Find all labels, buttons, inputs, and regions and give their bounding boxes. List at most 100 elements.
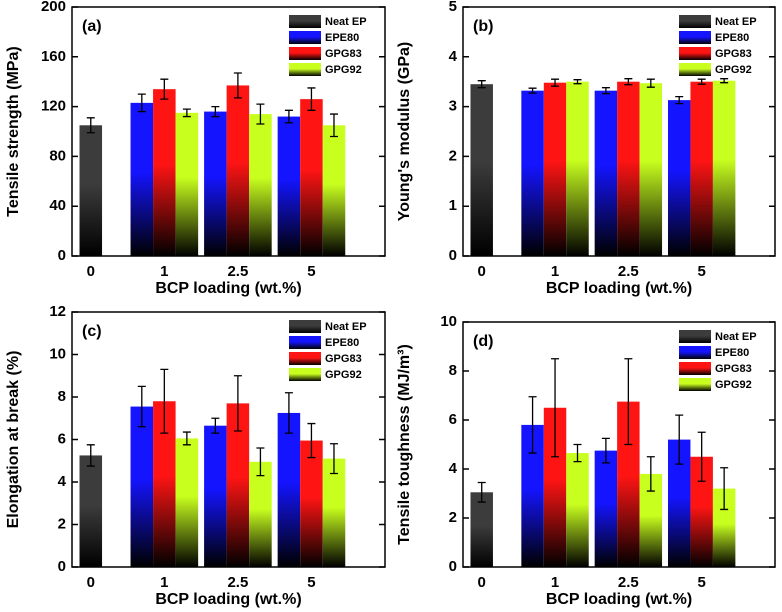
panel-label: (a)	[82, 18, 102, 35]
bar	[204, 425, 227, 567]
y-tick-label: 2	[58, 515, 66, 532]
error-bar	[675, 95, 684, 105]
legend-swatch	[679, 63, 711, 76]
bar	[79, 455, 103, 567]
x-tick-label: 0	[478, 574, 486, 591]
x-tick-label: 1	[551, 263, 559, 280]
y-tick-label: 80	[49, 147, 66, 164]
panel-label: (d)	[473, 333, 493, 350]
legend-label: GPG92	[715, 64, 752, 76]
x-tick-label: 0	[87, 263, 95, 280]
legend-label: GPG83	[715, 363, 752, 375]
bar	[543, 407, 567, 567]
error-bar	[624, 78, 633, 86]
x-axis-label: BCP loading (wt.%)	[546, 280, 692, 297]
bar	[249, 114, 272, 256]
y-tick-label: 40	[49, 197, 66, 214]
y-axis-label: Elongation at break (%)	[5, 351, 22, 529]
y-tick-label: 0	[58, 558, 66, 575]
plot-frame	[462, 6, 776, 257]
bar	[712, 488, 736, 567]
y-tick-label: 1	[449, 197, 457, 214]
error-bar	[573, 79, 582, 85]
x-tick-label: 1	[551, 574, 559, 591]
bar	[617, 401, 640, 567]
y-tick-label: 120	[41, 98, 66, 115]
error-bar	[551, 358, 560, 458]
y-tick-label: 4	[449, 48, 458, 65]
error-bar	[528, 87, 537, 94]
legend-label: EPE80	[325, 337, 359, 349]
x-tick-label: 5	[307, 263, 315, 280]
error-bar	[182, 108, 191, 118]
error-bar	[528, 396, 537, 454]
legend-swatch	[679, 31, 711, 44]
bar	[566, 453, 589, 567]
x-tick-label: 2.5	[227, 574, 248, 591]
bar	[300, 99, 323, 256]
legend-swatch	[289, 63, 321, 76]
legend-swatch	[679, 346, 711, 359]
bar	[690, 81, 713, 256]
bar	[153, 89, 176, 256]
error-bar	[675, 414, 684, 465]
legend-swatch	[289, 320, 321, 333]
y-axis-label: Tensile toughness (MJ/m³)	[396, 344, 413, 545]
error-bar	[329, 113, 338, 138]
legend-swatch	[679, 378, 711, 391]
y-tick-label: 0	[449, 247, 457, 264]
x-tick-label: 2.5	[618, 263, 639, 280]
y-tick-label: 3	[449, 98, 457, 115]
legend-label: EPE80	[715, 347, 749, 359]
y-tick-label: 4	[449, 460, 458, 477]
y-tick-label: 6	[449, 411, 457, 428]
error-bar	[697, 431, 706, 482]
bar	[617, 81, 640, 256]
legend-label: GPG92	[715, 379, 752, 391]
plot-frame	[462, 321, 776, 568]
legend-swatch	[289, 336, 321, 349]
y-tick-label: 4	[58, 473, 67, 490]
y-tick-label: 8	[58, 388, 66, 405]
bar	[639, 83, 663, 256]
bar	[639, 473, 663, 567]
legend-label: GPG83	[325, 353, 362, 365]
legend-label: Neat EP	[325, 16, 367, 28]
legend-swatch	[679, 47, 711, 60]
legend-swatch	[679, 15, 711, 28]
y-tick-label: 12	[49, 303, 66, 320]
x-tick-label: 5	[698, 263, 706, 280]
y-axis-label: Young's modulus (GPa)	[396, 42, 413, 222]
x-tick-label: 0	[478, 263, 486, 280]
legend-swatch	[289, 368, 321, 381]
y-tick-label: 200	[41, 0, 66, 15]
y-tick-label: 160	[41, 48, 66, 65]
legend-swatch	[679, 330, 711, 343]
error-bar	[137, 93, 146, 113]
error-bar	[646, 78, 655, 88]
bar	[712, 80, 736, 256]
x-tick-label: 5	[698, 574, 706, 591]
x-axis-label: BCP loading (wt.%)	[155, 280, 301, 297]
error-bar	[720, 467, 729, 511]
bar	[175, 438, 199, 567]
bar	[79, 125, 103, 257]
plot-frame	[71, 311, 386, 568]
bar	[667, 439, 691, 567]
x-tick-label: 2.5	[227, 263, 248, 280]
bar	[175, 112, 199, 256]
error-bar	[160, 368, 169, 434]
bar	[277, 412, 301, 567]
bar	[277, 116, 301, 256]
error-bar	[256, 447, 265, 477]
legend-swatch	[289, 31, 321, 44]
plot-frame	[71, 6, 386, 257]
error-bar	[211, 417, 220, 434]
x-tick-label: 0	[87, 574, 95, 591]
error-bar	[477, 481, 486, 503]
error-bar	[720, 78, 729, 84]
legend-label: Neat EP	[325, 321, 367, 333]
bar	[521, 90, 544, 256]
y-tick-label: 8	[449, 362, 457, 379]
